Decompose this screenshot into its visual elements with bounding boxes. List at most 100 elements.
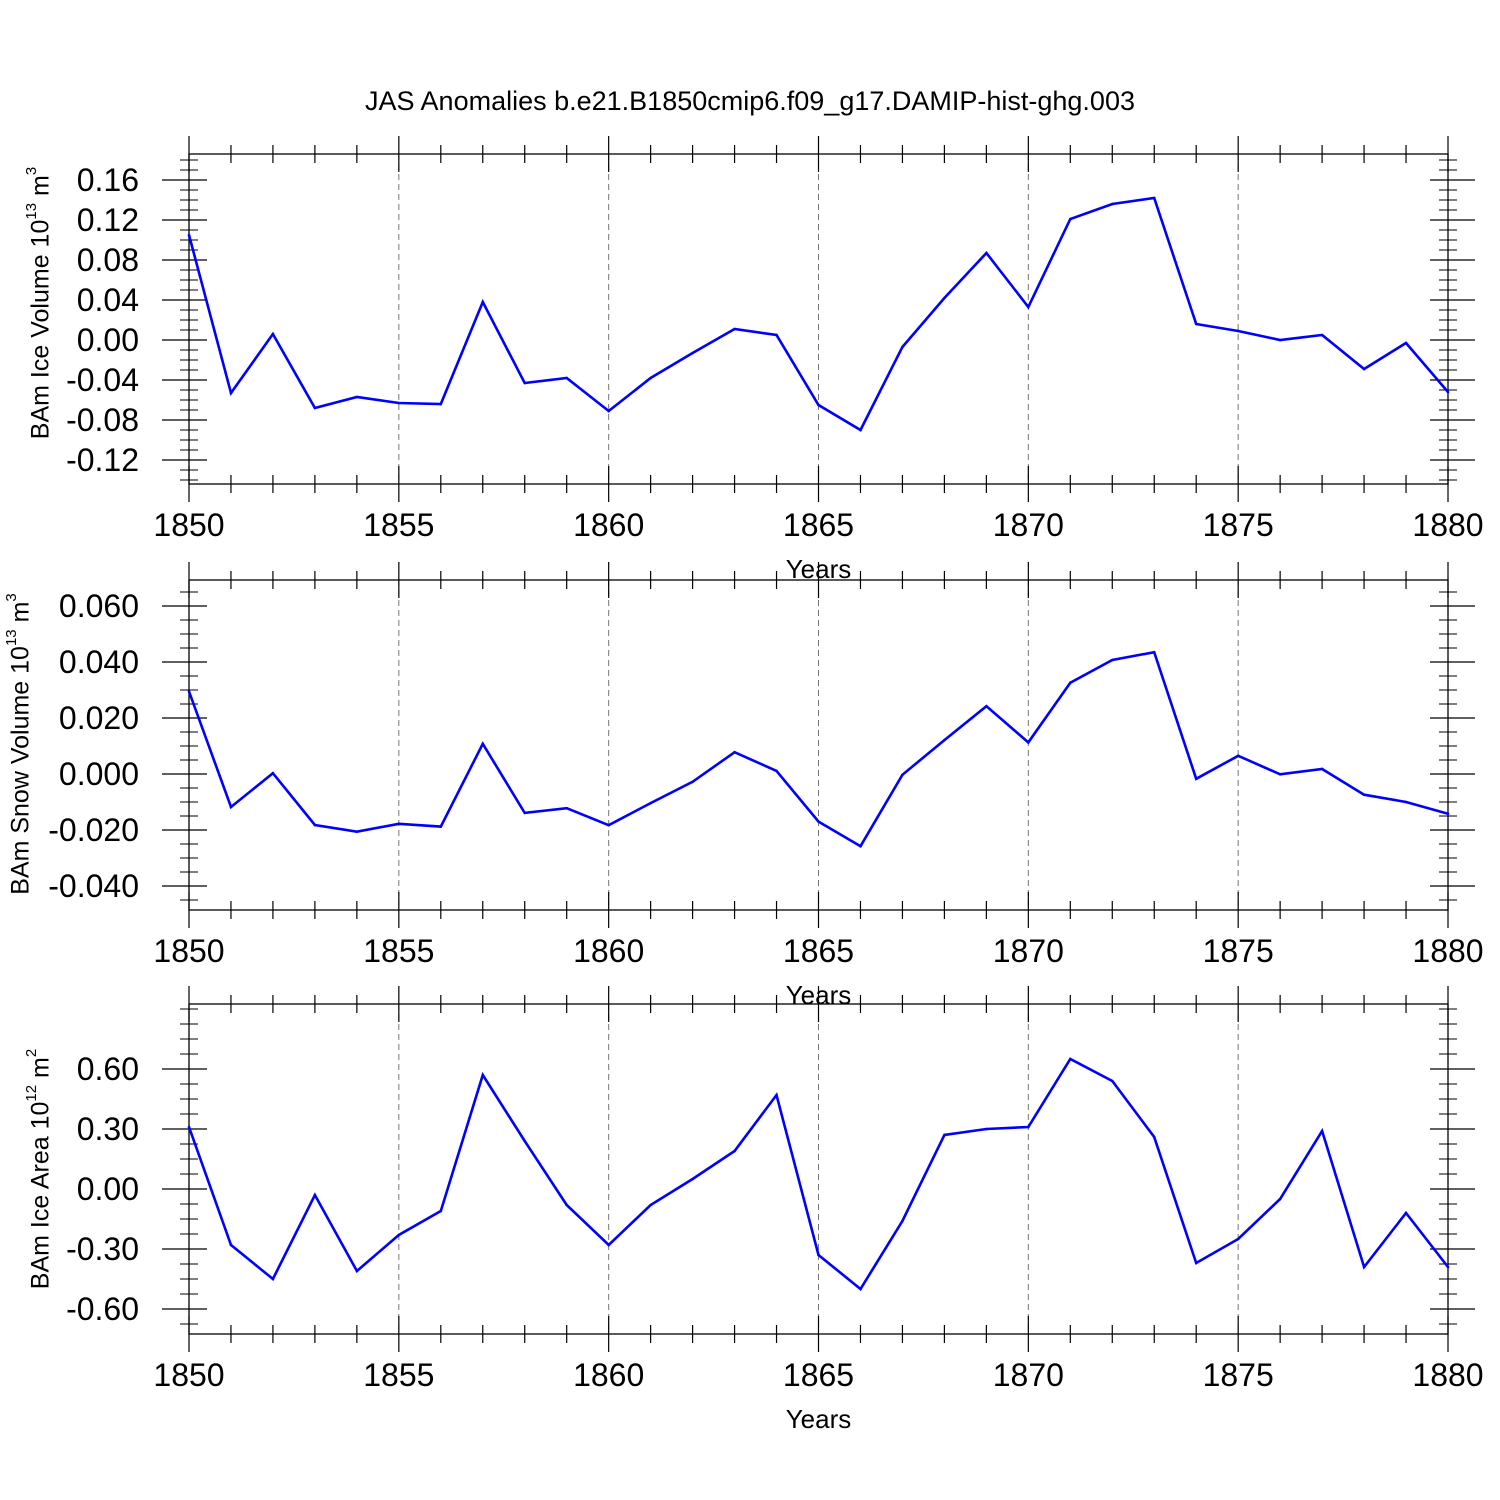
panel-2-data-point xyxy=(439,825,443,828)
panel-1-data-point xyxy=(817,403,820,407)
panel-2-data-point xyxy=(1152,650,1156,654)
panel-3-y-tick-label: 0.60 xyxy=(77,1051,139,1087)
panel-1-data-point xyxy=(1236,329,1240,333)
panel-2-data-point xyxy=(1110,658,1114,662)
panel-2-data-point xyxy=(691,780,694,784)
panel-3-data-point xyxy=(1069,1057,1072,1061)
panel-1-y-tick-label: 0.04 xyxy=(77,282,139,318)
panel-3-x-tick-label: 1875 xyxy=(1203,1357,1274,1393)
panel-2-y-axis-label: BAm Snow Volume 1013 m3 xyxy=(3,593,35,895)
panel-1-data-point xyxy=(397,401,401,405)
panel-1-data-point xyxy=(313,406,317,410)
panel-3-data-point xyxy=(1446,1265,1450,1269)
panel-1-data-point xyxy=(985,251,988,255)
panel-3-data-point xyxy=(229,1243,233,1247)
panel-3-data-point xyxy=(187,1125,191,1129)
panel-1-data-point xyxy=(1027,305,1030,309)
panel-3-data-point xyxy=(817,1253,820,1257)
panel-2-y-tick-label: 0.040 xyxy=(59,644,139,680)
panel-3-data-point xyxy=(649,1203,652,1207)
panel-3-x-tick-label: 1850 xyxy=(153,1357,224,1393)
panel-2-data-point xyxy=(397,822,401,826)
panel-2-y-tick-label: 0.060 xyxy=(59,588,139,624)
panel-2-data-point xyxy=(733,750,736,754)
panel-3-data-point xyxy=(1152,1135,1156,1139)
panel-1-x-tick-label: 1850 xyxy=(153,507,224,543)
panel-1-data-point xyxy=(439,402,443,406)
panel-3-y-tick-label: -0.60 xyxy=(66,1291,139,1327)
panel-1-data-point xyxy=(565,376,568,380)
chart-title: JAS Anomalies b.e21.B1850cmip6.f09_g17.D… xyxy=(365,86,1135,116)
panel-2-data-point xyxy=(985,704,988,708)
panel-1-y-tick-label: 0.16 xyxy=(77,162,139,198)
panel-1-x-tick-label: 1870 xyxy=(993,507,1064,543)
panel-2-data-point xyxy=(481,742,485,746)
panel-2-x-tick-label: 1865 xyxy=(783,933,854,969)
panel-2-x-tick-label: 1850 xyxy=(153,933,224,969)
panel-3-data-point xyxy=(523,1139,527,1143)
panel-3-data-point xyxy=(733,1149,736,1153)
panel-2-data-point xyxy=(1194,777,1198,781)
panel-2-y-tick-label: -0.020 xyxy=(48,812,139,848)
panel-3-data-point xyxy=(1027,1125,1030,1129)
panel-1-data-point xyxy=(859,428,862,432)
panel-3-data-point xyxy=(1110,1079,1114,1083)
panel-3-y-axis-label: BAm Ice Area 1012 m2 xyxy=(23,1048,55,1290)
panel-3-data-point xyxy=(1404,1211,1408,1215)
panel-1-data-point xyxy=(1152,196,1156,200)
panel-3-data-point xyxy=(985,1127,988,1131)
panel-3-x-tick-label: 1860 xyxy=(573,1357,644,1393)
panel-3-data-point xyxy=(1362,1265,1366,1269)
panel-3-data-point xyxy=(1236,1237,1240,1241)
panel-1-x-tick-label: 1875 xyxy=(1203,507,1274,543)
panel-2-data-point xyxy=(187,690,191,693)
panel-3-y-tick-label: 0.30 xyxy=(77,1111,139,1147)
panel-2-data-point xyxy=(1236,754,1240,758)
panel-1-data-point xyxy=(943,296,946,300)
panel-2-data-point xyxy=(817,820,820,823)
panel-2-data-point xyxy=(313,823,317,827)
panel-2-data-point xyxy=(859,844,862,848)
panel-3-data-point xyxy=(607,1243,610,1247)
panel-2-data-point xyxy=(565,806,568,810)
panel-1-x-tick-label: 1880 xyxy=(1412,507,1483,543)
panel-3-x-tick-label: 1870 xyxy=(993,1357,1064,1393)
panel-3-data-point xyxy=(943,1133,946,1137)
panel-1-x-tick-label: 1860 xyxy=(573,507,644,543)
panel-2-data-point xyxy=(775,769,778,773)
panel-2-x-tick-label: 1855 xyxy=(363,933,434,969)
panel-2-data-point xyxy=(607,823,610,827)
panel-2-data-point xyxy=(1404,800,1408,804)
panel-3-data-point xyxy=(313,1193,317,1197)
panel-3-data-point xyxy=(901,1219,904,1223)
panel-2-y-tick-label: 0.020 xyxy=(59,700,139,736)
panel-1-data-point xyxy=(1069,217,1072,221)
panel-2-data-point xyxy=(943,738,946,742)
panel-2-x-tick-label: 1880 xyxy=(1412,933,1483,969)
panel-3-y-tick-label: 0.00 xyxy=(77,1171,139,1207)
panel-3-x-axis-label: Years xyxy=(786,1404,852,1434)
panel-1-data-point xyxy=(523,381,527,385)
panel-1-data-point xyxy=(355,395,359,399)
panel-1-data-point xyxy=(1194,322,1198,326)
panel-3-data-point xyxy=(1278,1197,1282,1201)
panel-1-y-tick-label: 0.08 xyxy=(77,242,139,278)
panel-1-data-point xyxy=(1278,338,1282,342)
panel-3-data-point xyxy=(775,1093,778,1097)
panel-1-data-point xyxy=(691,351,694,355)
panel-3-x-tick-label: 1855 xyxy=(363,1357,434,1393)
panel-3-data-point xyxy=(565,1203,568,1207)
panel-2-x-tick-label: 1870 xyxy=(993,933,1064,969)
panel-3-data-point xyxy=(439,1209,443,1213)
panel-3-data-point xyxy=(859,1287,862,1291)
panel-1-data-point xyxy=(1362,367,1366,371)
panel-2-data-point xyxy=(901,773,904,777)
panel-1-data-point xyxy=(1320,333,1324,337)
panel-1-data-point xyxy=(649,376,652,380)
panel-1-x-tick-label: 1855 xyxy=(363,507,434,543)
panel-2-data-point xyxy=(271,771,275,775)
panel-2-data-point xyxy=(229,805,233,809)
panel-3-data-point xyxy=(481,1073,485,1077)
panel-1-y-tick-label: -0.12 xyxy=(66,442,139,478)
